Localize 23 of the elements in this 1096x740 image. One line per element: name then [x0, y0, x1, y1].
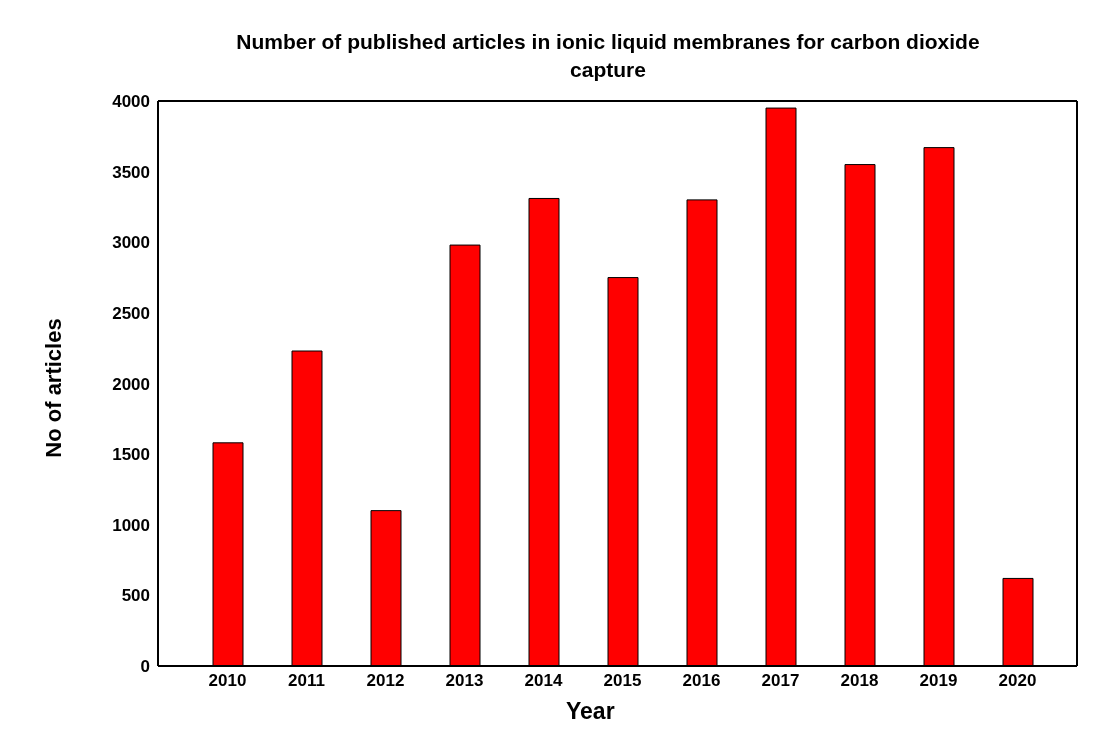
y-tick-label: 0	[140, 657, 150, 677]
y-tick-label: 3000	[112, 233, 150, 253]
chart-title: Number of published articles in ionic liquid membranes for carbon dioxide capture	[235, 29, 981, 83]
y-tick-label: 1000	[112, 515, 150, 535]
x-tick-label: 2016	[682, 671, 721, 691]
y-tick-label: 500	[121, 586, 150, 606]
x-tick-label: 2020	[998, 671, 1037, 691]
y-tick-label: 2000	[112, 374, 150, 394]
y-tick-label: 3500	[112, 162, 150, 182]
x-tick-label: 2012	[366, 671, 405, 691]
x-tick-label: 2014	[524, 671, 563, 691]
x-axis-title: Year	[566, 698, 615, 725]
y-tick-label: 2500	[112, 303, 150, 323]
x-tick-label: 2011	[288, 671, 325, 691]
y-axis-title: No of articles	[41, 318, 67, 458]
y-tick-label: 4000	[112, 92, 150, 112]
x-tick-label: 2019	[919, 671, 958, 691]
x-tick-label: 2013	[445, 671, 484, 691]
x-tick-label: 2010	[208, 671, 247, 691]
x-tick-label: 2018	[840, 671, 879, 691]
x-tick-label: 2017	[761, 671, 800, 691]
y-tick-label: 1500	[112, 445, 150, 465]
x-tick-label: 2015	[603, 671, 642, 691]
